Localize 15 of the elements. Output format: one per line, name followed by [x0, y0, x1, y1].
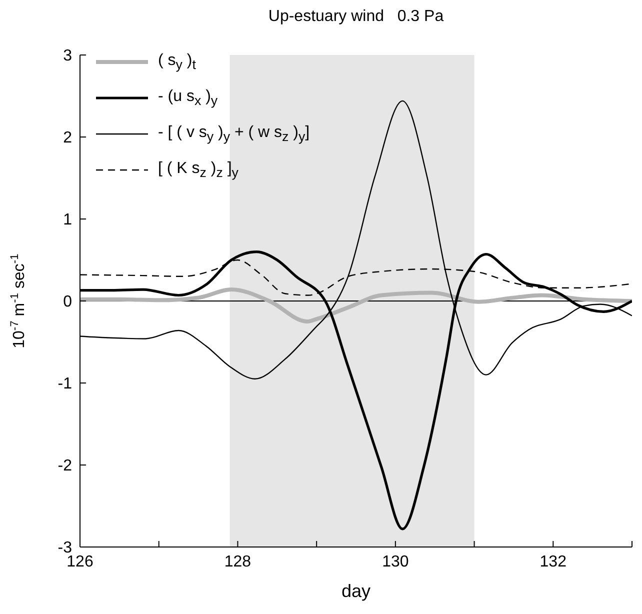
legend-label: - (u s$_{x}$ )$_{y}$ — [158, 88, 218, 108]
y-tick-label: 0 — [63, 294, 72, 311]
text: - [ ( v s$_{y}$ )$_{y}$ + ( w s$_{z}$ )$_{y}$] — [158, 124, 310, 144]
legend-label: ( s$_{y}$ )$_{t}$ — [158, 52, 196, 72]
y-tick-label: -1 — [58, 376, 72, 393]
x-tick-label: 130 — [382, 553, 409, 570]
legend-label: [ ( K s$_{z}$ )$_{z}$ ]$_{y}$ — [158, 160, 238, 180]
y-tick-label: -2 — [58, 458, 72, 475]
y-tick-label: 3 — [63, 48, 72, 65]
y-tick-label: 1 — [63, 212, 72, 229]
y-tick-label: 2 — [63, 130, 72, 147]
x-axis-title: day — [341, 581, 371, 601]
chart-title: Up-estuary wind 0.3 Pa — [267, 8, 445, 27]
x-tick-label: 128 — [224, 553, 252, 570]
x-tick-label: 132 — [540, 553, 567, 570]
